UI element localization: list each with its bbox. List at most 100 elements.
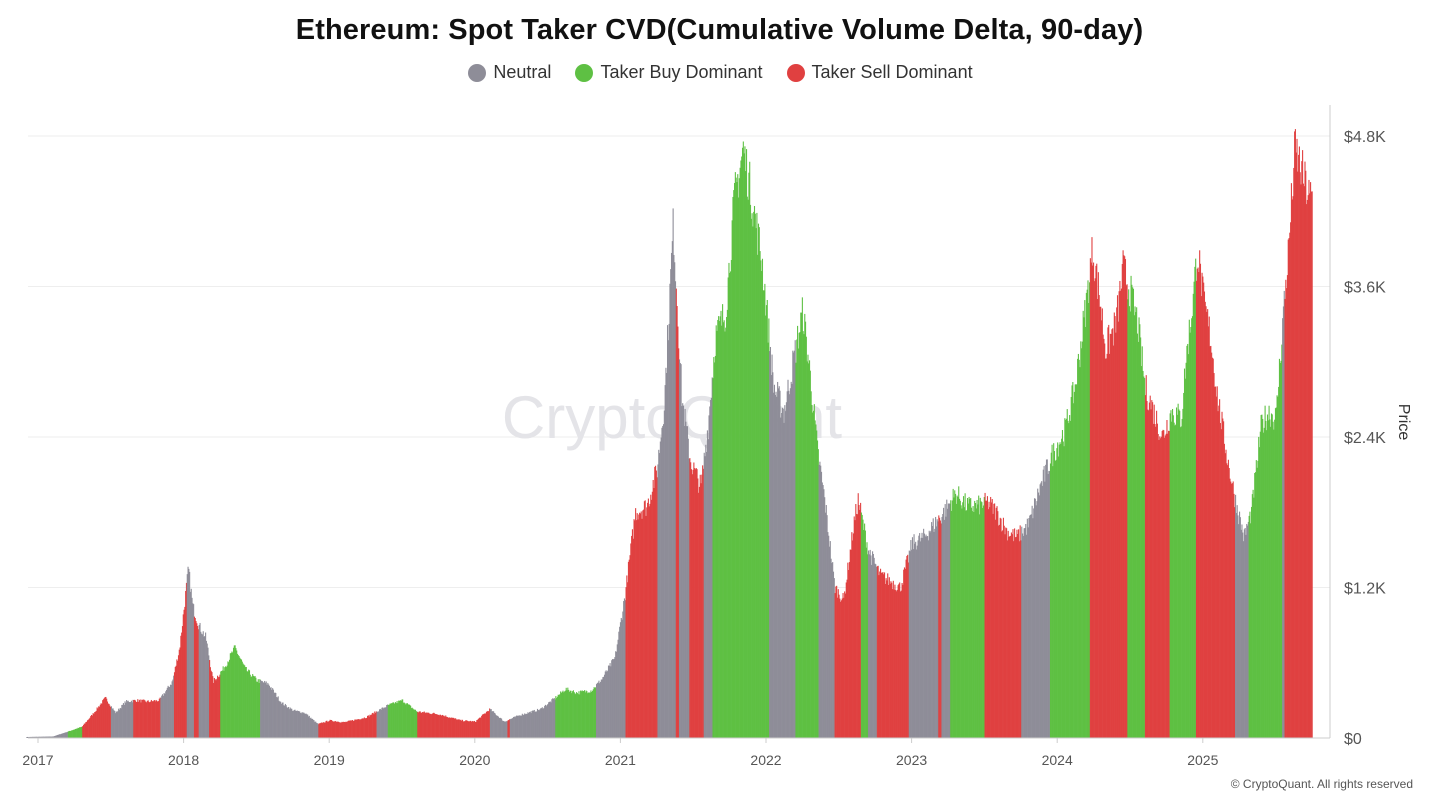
price-bar	[428, 712, 430, 738]
price-bar	[1105, 358, 1107, 738]
price-bar	[216, 678, 218, 738]
price-bar	[1117, 321, 1119, 738]
price-bar	[844, 593, 846, 738]
price-bar	[194, 617, 196, 738]
price-bar	[1294, 129, 1296, 739]
price-bar	[1299, 172, 1301, 738]
price-bar	[981, 502, 983, 738]
price-bar	[37, 736, 39, 738]
price-bar	[59, 734, 61, 738]
price-bar	[146, 702, 148, 738]
price-bar	[33, 736, 35, 738]
price-bar	[1263, 427, 1265, 738]
price-bar	[169, 687, 171, 738]
price-bar	[1178, 409, 1180, 738]
price-bar	[1199, 250, 1201, 739]
price-bar	[496, 715, 498, 738]
price-bar	[318, 723, 320, 738]
price-bar	[1216, 386, 1218, 738]
price-bar	[220, 671, 222, 738]
price-bar	[1188, 319, 1190, 738]
price-bar	[229, 659, 231, 738]
price-bar	[939, 517, 941, 738]
price-bar	[1073, 403, 1075, 738]
price-bar	[823, 489, 825, 738]
legend-item-buy[interactable]: Taker Buy Dominant	[575, 62, 763, 83]
price-bar	[1200, 296, 1202, 738]
price-bar	[772, 372, 774, 738]
price-bar	[179, 647, 181, 738]
price-bar	[150, 701, 152, 738]
price-bar	[1124, 256, 1126, 738]
legend-item-neutral[interactable]: Neutral	[468, 62, 551, 83]
price-bar	[217, 675, 219, 738]
price-bar	[998, 525, 1000, 738]
legend-item-sell[interactable]: Taker Sell Dominant	[786, 62, 973, 83]
price-bar	[55, 735, 57, 738]
price-bar	[613, 658, 615, 738]
price-bar	[907, 562, 910, 738]
price-bar	[42, 736, 44, 738]
price-bar	[1110, 333, 1112, 738]
price-bar	[158, 698, 160, 738]
price-bar	[502, 720, 504, 738]
price-bar	[785, 402, 787, 738]
price-bar	[973, 511, 975, 738]
price-bar	[1078, 359, 1080, 738]
x-tick-label: 2020	[459, 752, 490, 768]
price-bar	[707, 439, 709, 738]
price-bar	[308, 715, 310, 738]
price-bar	[579, 694, 581, 738]
price-bar	[538, 710, 540, 738]
price-bar	[1065, 419, 1067, 738]
price-bar	[461, 719, 464, 738]
price-bar	[103, 698, 105, 738]
price-bar	[1027, 527, 1029, 738]
price-bar	[493, 711, 495, 738]
price-bar	[568, 689, 570, 738]
price-bar	[606, 671, 608, 738]
price-bar	[831, 563, 833, 738]
price-bar	[404, 703, 406, 738]
price-bar	[767, 342, 769, 738]
price-bar	[274, 692, 276, 738]
price-bar	[276, 697, 278, 738]
price-bar	[795, 362, 797, 738]
price-bar	[366, 717, 368, 738]
price-bar	[501, 718, 503, 738]
price-bar	[185, 590, 187, 738]
price-bar	[1083, 317, 1085, 738]
price-bar	[663, 424, 665, 738]
price-bar	[1297, 171, 1299, 738]
price-bar	[718, 321, 720, 738]
price-bar	[829, 541, 831, 738]
price-bar	[1156, 410, 1158, 738]
price-bar	[72, 729, 74, 738]
price-bar	[617, 639, 619, 738]
price-bar	[963, 507, 965, 738]
price-bar	[564, 690, 566, 738]
price-bar	[664, 385, 666, 738]
price-bar	[27, 736, 29, 738]
x-tick-label: 2022	[750, 752, 781, 768]
price-bar	[324, 722, 326, 738]
price-bar	[863, 529, 865, 738]
price-bar	[1095, 265, 1097, 738]
price-bar	[122, 703, 124, 738]
price-bar	[296, 710, 298, 738]
price-bar	[1136, 333, 1138, 738]
price-bar	[110, 706, 113, 738]
price-bar	[155, 699, 157, 738]
price-bar	[238, 656, 240, 738]
price-bar	[516, 715, 518, 738]
price-bar	[582, 691, 584, 738]
price-bar	[142, 699, 144, 738]
price-bar	[1014, 528, 1016, 738]
price-bar	[536, 708, 539, 738]
price-bar	[256, 681, 258, 738]
price-bar	[1287, 239, 1289, 739]
price-bar	[820, 465, 822, 738]
price-bar	[397, 703, 399, 738]
price-bar	[551, 699, 553, 738]
price-bar	[479, 717, 481, 738]
